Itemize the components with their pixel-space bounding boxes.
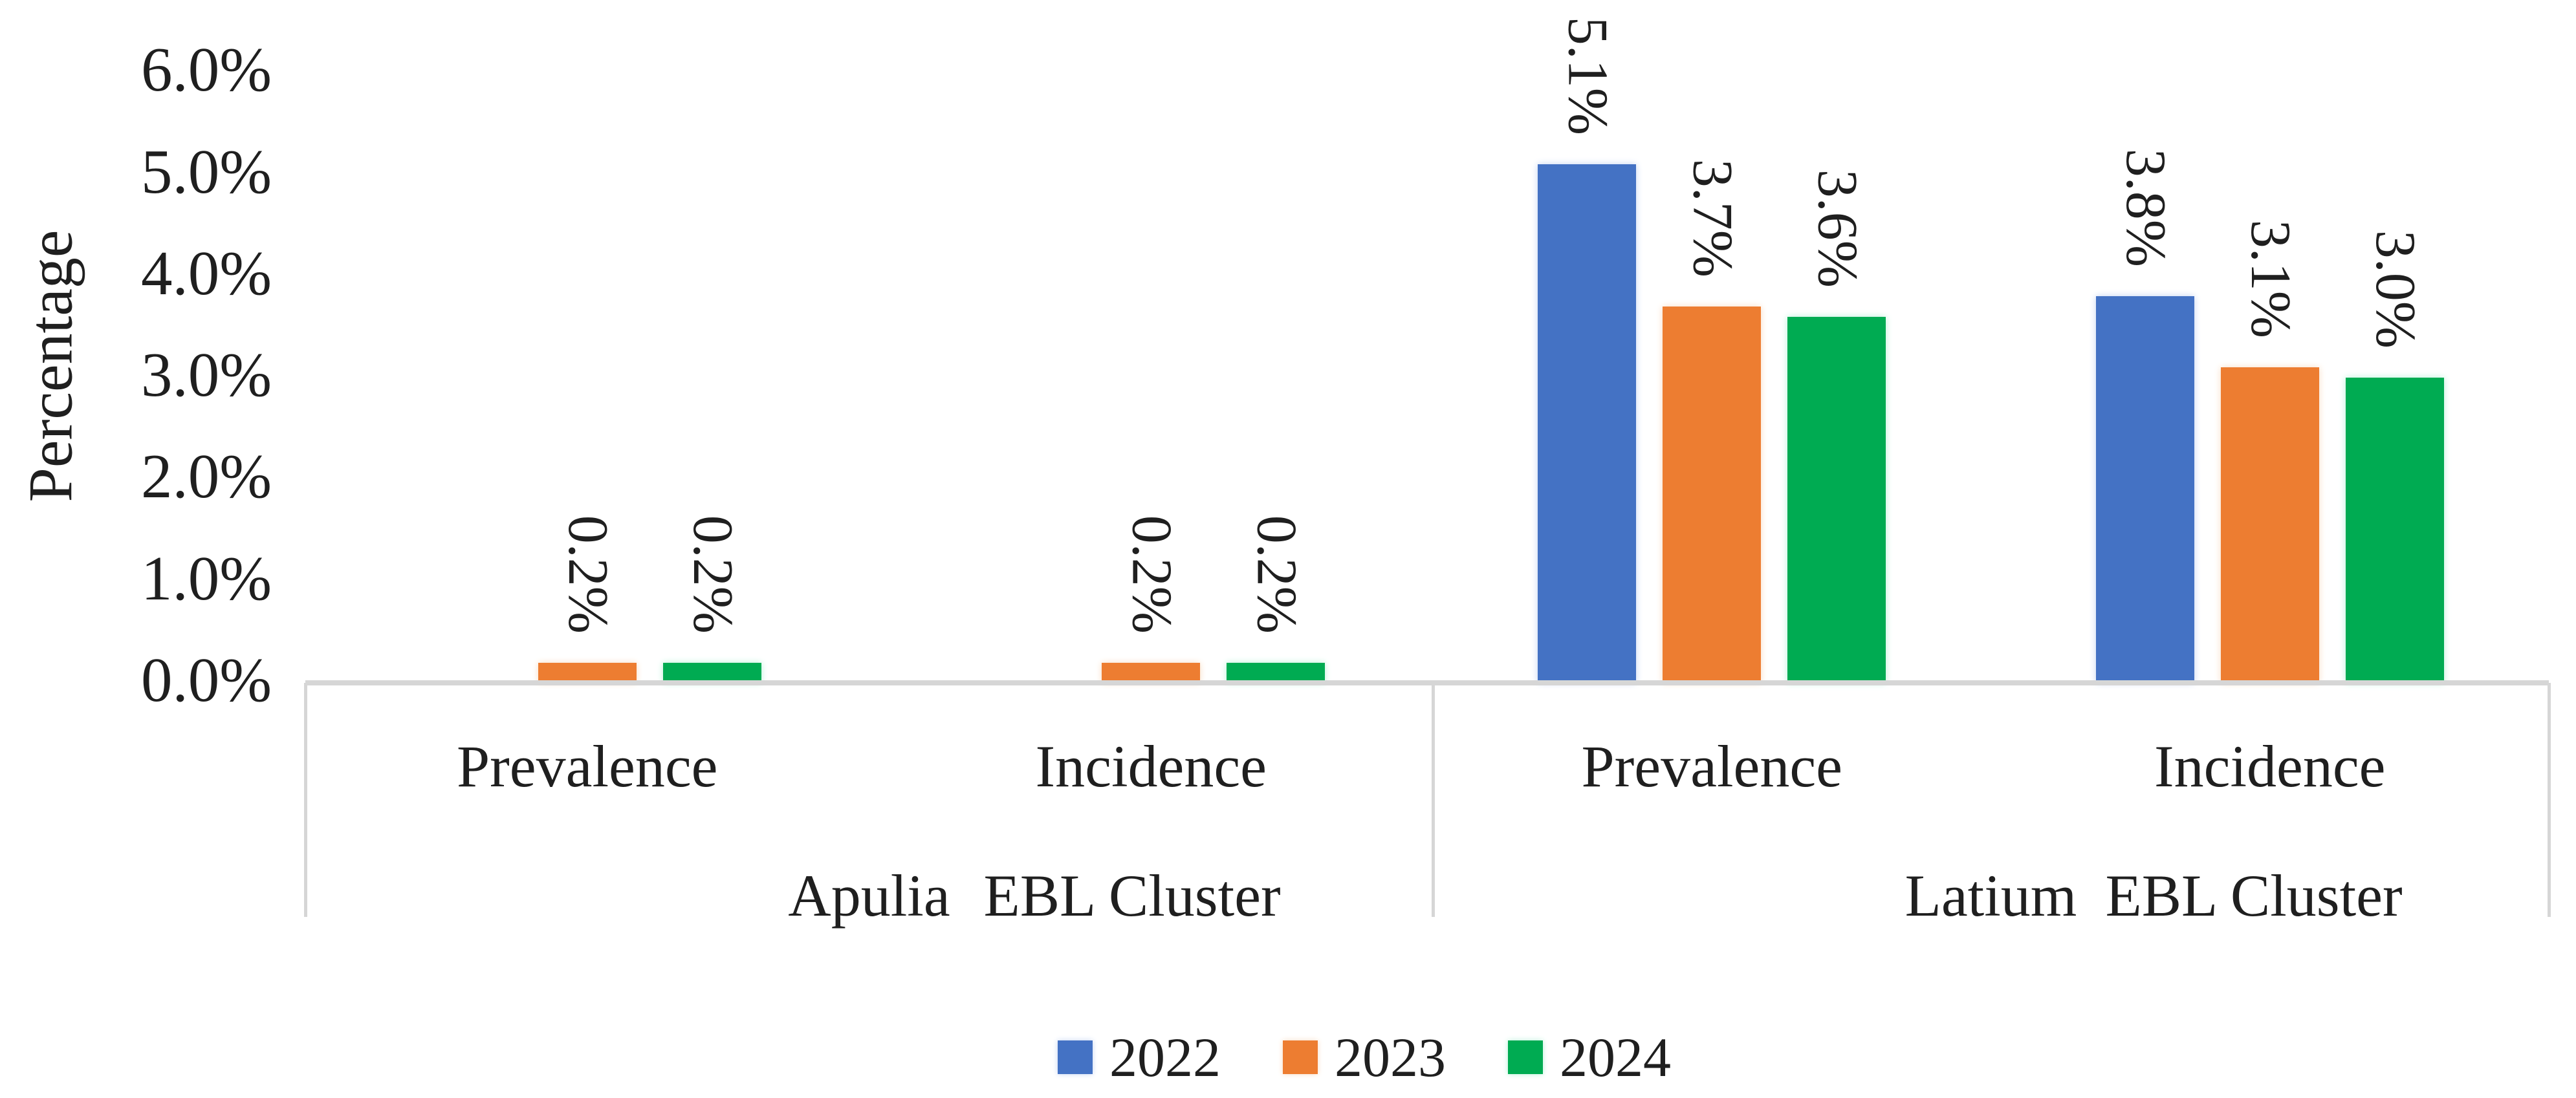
category-label: Prevalence <box>456 733 718 799</box>
data-label: 0.2% <box>556 515 619 634</box>
bar <box>1227 663 1326 683</box>
legend-item: 2022 <box>1058 1029 1221 1085</box>
data-label: 0.2% <box>1120 515 1183 634</box>
legend-swatch <box>1058 1040 1093 1074</box>
x-axis-baseline <box>305 680 2549 685</box>
category-label: Incidence <box>1035 733 1267 799</box>
cluster-suffix-label: EBL Cluster <box>983 863 1281 929</box>
category-divider <box>2548 683 2551 917</box>
legend-label: 2022 <box>1109 1026 1221 1088</box>
bar <box>2095 296 2194 683</box>
data-label: 3.0% <box>2363 230 2427 349</box>
category-label: Incidence <box>2154 733 2386 799</box>
cluster-region-label: Latium <box>1905 863 2077 929</box>
y-tick-label: 2.0% <box>140 442 272 511</box>
y-tick-label: 3.0% <box>140 340 272 410</box>
category-divider <box>304 683 307 917</box>
y-axis-title: Percentage <box>16 230 85 502</box>
cluster-region-label: Apulia <box>788 863 950 929</box>
bar <box>538 663 637 683</box>
data-label: 5.1% <box>1556 16 1619 135</box>
bar <box>1787 317 1886 683</box>
y-tick-label: 6.0% <box>140 35 272 105</box>
legend-item: 2023 <box>1283 1029 1446 1085</box>
y-tick-label: 4.0% <box>140 238 272 308</box>
data-label: 3.1% <box>2238 219 2302 338</box>
bar <box>1102 663 1201 683</box>
legend-swatch <box>1283 1040 1318 1074</box>
data-label: 3.7% <box>1681 158 1744 277</box>
data-label: 0.2% <box>1245 515 1308 634</box>
legend: 2022 2023 2024 <box>1058 1029 1671 1085</box>
bar <box>1538 164 1637 683</box>
cluster-suffix-label: EBL Cluster <box>2105 863 2403 929</box>
legend-label: 2024 <box>1560 1026 1671 1088</box>
legend-swatch <box>1508 1040 1543 1074</box>
bar <box>1663 307 1762 683</box>
data-label: 0.2% <box>681 515 744 634</box>
y-tick-label: 0.0% <box>140 645 272 715</box>
y-tick-label: 5.0% <box>140 136 272 206</box>
bar <box>2220 367 2319 683</box>
category-divider <box>1432 683 1435 917</box>
y-tick-label: 1.0% <box>140 543 272 613</box>
legend-label: 2023 <box>1335 1026 1446 1088</box>
data-label: 3.8% <box>2113 148 2177 267</box>
bar <box>662 663 761 683</box>
legend-item: 2024 <box>1508 1029 1671 1085</box>
category-label: Prevalence <box>1581 733 1843 799</box>
bar <box>2345 378 2444 683</box>
data-label: 3.6% <box>1806 169 1869 288</box>
